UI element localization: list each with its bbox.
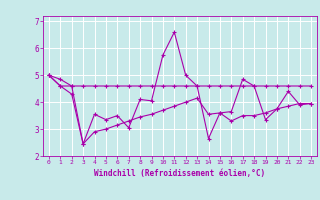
X-axis label: Windchill (Refroidissement éolien,°C): Windchill (Refroidissement éolien,°C) xyxy=(94,169,266,178)
